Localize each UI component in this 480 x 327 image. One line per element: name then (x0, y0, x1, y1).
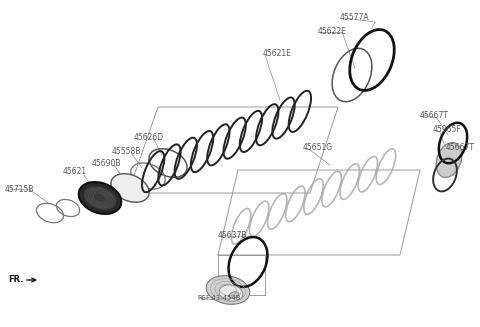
Text: 45965F: 45965F (433, 126, 462, 134)
Text: 45667T: 45667T (446, 143, 475, 151)
Text: 45667T: 45667T (420, 111, 449, 119)
Text: 45622E: 45622E (318, 27, 347, 37)
Ellipse shape (79, 182, 121, 214)
Text: 45715B: 45715B (5, 184, 35, 194)
Text: 45651G: 45651G (303, 144, 333, 152)
Ellipse shape (111, 174, 149, 202)
Text: REF.43-454B: REF.43-454B (197, 295, 240, 301)
Ellipse shape (84, 187, 115, 209)
Text: FR.: FR. (8, 276, 24, 284)
Text: 45558B: 45558B (112, 147, 142, 157)
Text: 45621E: 45621E (263, 48, 292, 58)
Text: 45637B: 45637B (218, 231, 248, 239)
Ellipse shape (436, 143, 462, 178)
Text: 45577A: 45577A (340, 13, 370, 23)
Ellipse shape (229, 292, 239, 298)
Text: 45621: 45621 (63, 167, 87, 177)
Text: 45690B: 45690B (92, 160, 121, 168)
Text: 45626D: 45626D (134, 133, 164, 143)
Ellipse shape (206, 276, 250, 304)
Ellipse shape (219, 285, 243, 301)
